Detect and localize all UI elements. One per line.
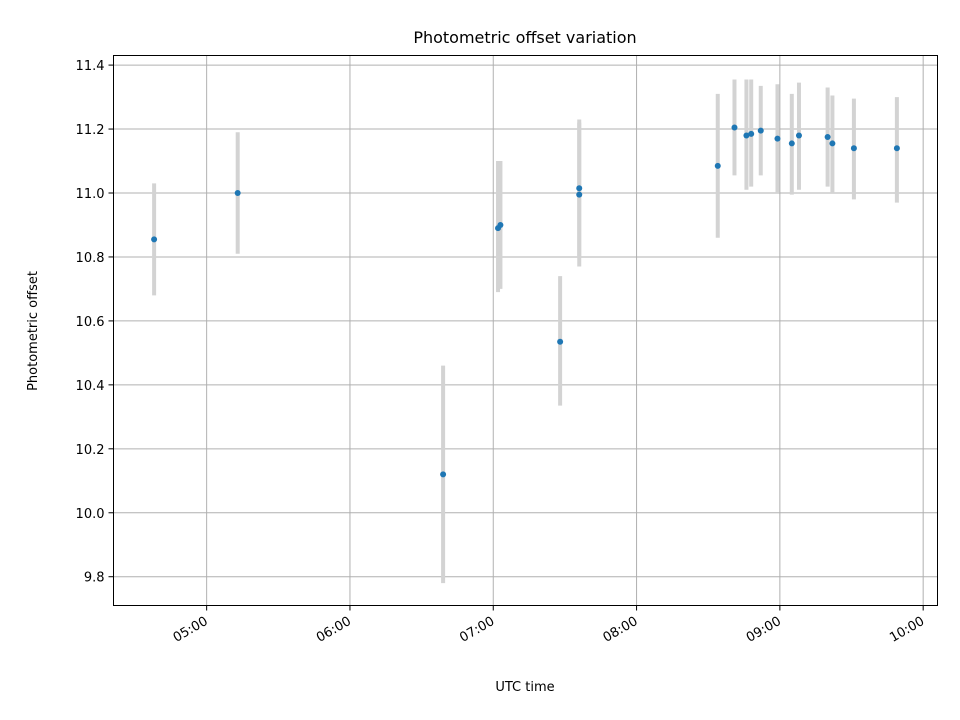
data-point <box>714 162 721 169</box>
plot-frame <box>113 55 938 606</box>
y-tick-label: 10.0 <box>76 507 105 522</box>
x-tick-label: 07:00 <box>457 614 497 646</box>
error-bars <box>152 79 899 584</box>
data-point <box>576 185 583 192</box>
data-point <box>893 145 900 152</box>
y-tick-label: 9.8 <box>84 571 105 586</box>
data-point <box>151 236 158 243</box>
y-tick-label: 11.0 <box>76 187 105 202</box>
x-tick-label: 06:00 <box>314 614 354 646</box>
data-point <box>440 471 447 478</box>
data-point <box>731 124 738 131</box>
y-axis-label: Photometric offset <box>26 271 41 391</box>
data-point <box>748 130 755 137</box>
data-point <box>497 221 504 228</box>
y-tick-label: 11.4 <box>76 59 105 74</box>
data-point <box>850 145 857 152</box>
y-tick-label: 10.4 <box>76 379 105 394</box>
data-point <box>757 127 764 134</box>
x-tick-label: 08:00 <box>601 614 641 646</box>
x-tick-label: 09:00 <box>744 614 784 646</box>
x-axis-label: UTC time <box>495 680 554 695</box>
data-point <box>829 140 836 147</box>
y-tick-label: 11.2 <box>76 123 105 138</box>
data-point <box>234 190 241 196</box>
y-tick-label: 10.2 <box>76 443 105 458</box>
data-point <box>576 191 583 198</box>
y-tick-label: 10.6 <box>76 315 105 330</box>
y-tick-label: 10.8 <box>76 251 105 266</box>
data-point <box>824 134 831 141</box>
data-point <box>557 338 564 345</box>
data-points <box>151 124 900 478</box>
data-point <box>743 132 750 139</box>
chart-title: Photometric offset variation <box>413 28 636 47</box>
x-tick-label: 05:00 <box>171 614 211 646</box>
x-tick-label: 10:00 <box>887 614 927 646</box>
data-point <box>788 140 795 147</box>
data-point <box>795 132 802 139</box>
data-point <box>774 135 781 142</box>
